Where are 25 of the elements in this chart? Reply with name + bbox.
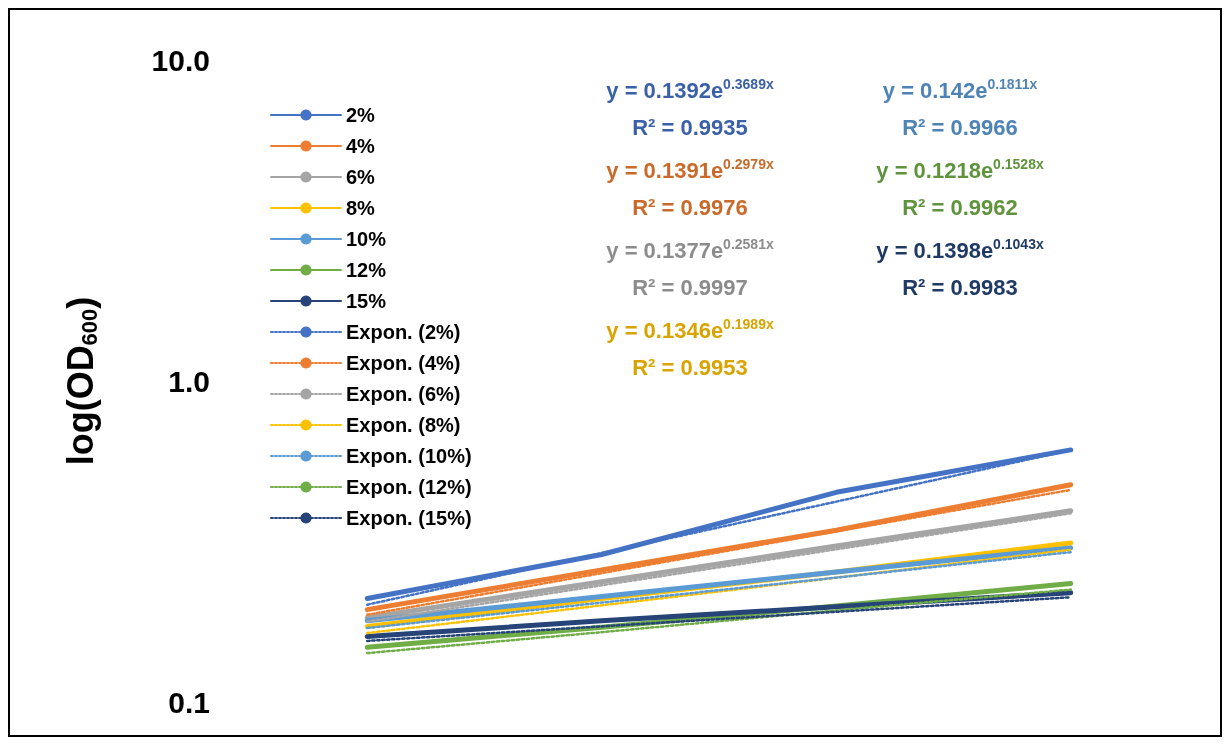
legend-label: 12% — [346, 259, 387, 281]
legend-label: 15% — [346, 290, 387, 312]
legend-label: 8% — [346, 197, 376, 219]
y-tick-label: 10.0 — [151, 43, 210, 77]
legend-label: Expon. (4%) — [346, 352, 461, 374]
annotation: R² = 0.9935 — [632, 114, 748, 140]
y-tick-label: 1.0 — [168, 364, 210, 398]
annotation: R² = 0.9997 — [632, 274, 748, 300]
legend-label: Expon. (8%) — [346, 414, 461, 436]
annotation: R² = 0.9962 — [902, 194, 1018, 220]
legend-label: 4% — [346, 135, 376, 157]
legend-label: 10% — [346, 228, 387, 250]
annotation: R² = 0.9966 — [902, 114, 1018, 140]
legend-label: Expon. (2%) — [346, 321, 461, 343]
annotation: R² = 0.9976 — [632, 194, 748, 220]
legend-label: Expon. (15%) — [346, 507, 472, 529]
y-tick-label: 0.1 — [168, 685, 210, 719]
annotation: R² = 0.9983 — [902, 274, 1018, 300]
y-axis-title: log(OD600) — [59, 296, 102, 466]
legend-label: Expon. (12%) — [346, 476, 472, 498]
legend-label: 2% — [346, 104, 376, 126]
legend-label: 6% — [346, 166, 376, 188]
legend-label: Expon. (10%) — [346, 445, 472, 467]
legend-label: Expon. (6%) — [346, 383, 461, 405]
annotation: R² = 0.9953 — [632, 354, 748, 380]
